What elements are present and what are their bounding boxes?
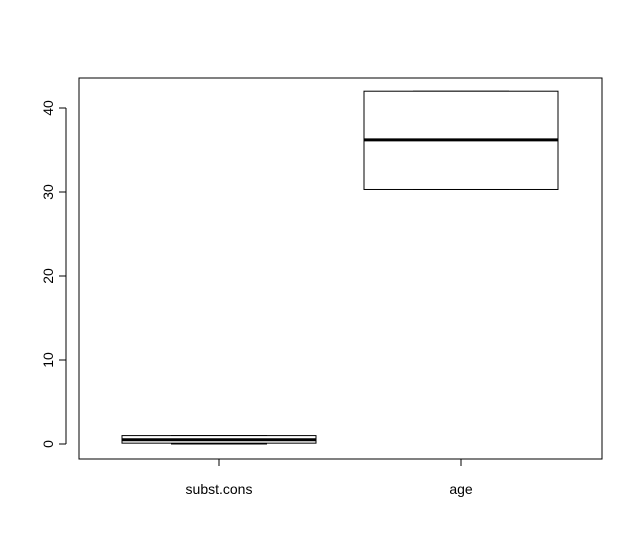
plot-frame	[78, 77, 603, 460]
x-axis: subst.cons age	[186, 459, 473, 497]
y-axis: 0 10 20 30 40	[40, 100, 67, 448]
y-tick-label-0: 0	[40, 440, 56, 448]
y-tick-label-40: 40	[40, 100, 56, 116]
x-tick-label-subst-cons: subst.cons	[186, 481, 253, 497]
y-tick-label-20: 20	[40, 268, 56, 284]
box-plot-marks	[121, 90, 559, 445]
y-tick-label-10: 10	[40, 352, 56, 368]
x-tick-label-age: age	[449, 481, 473, 497]
y-tick-label-30: 30	[40, 184, 56, 200]
